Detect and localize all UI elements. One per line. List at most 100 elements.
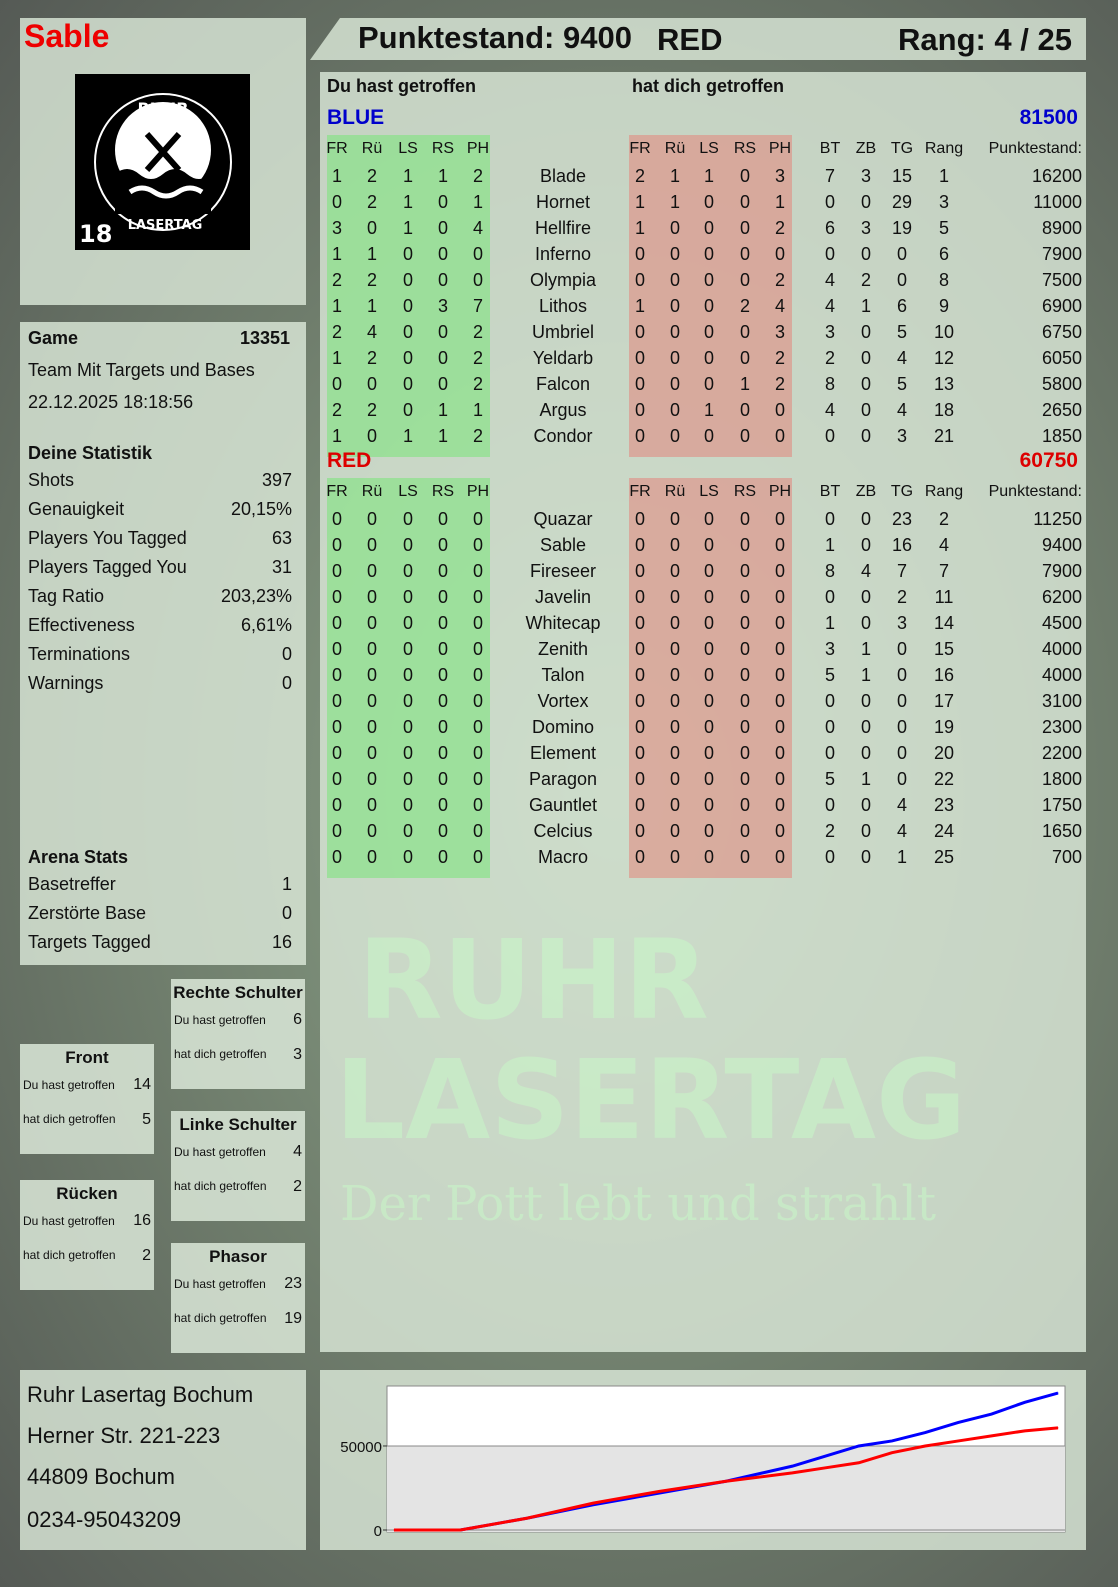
player-row: 0 2 1 0 1 Hornet 1 1 0 0 1 0 0 29 3 11000 (320, 192, 1090, 218)
team-red-name: RED (327, 449, 372, 472)
cell: 0 (366, 561, 377, 581)
cell: 5 (896, 322, 907, 342)
cell: 1 (669, 192, 680, 212)
cell: 0 (824, 743, 835, 763)
player-row: 1 2 0 0 2 Yeldarb 0 0 0 0 2 2 0 4 12 6050 (320, 348, 1090, 374)
data-point (659, 1490, 661, 1492)
cell: 1 (634, 218, 645, 238)
bodypart-box: Phasor Du hast getroffen 23 hat dich getrof… (171, 1243, 305, 1353)
cell: 0 (634, 795, 645, 815)
cell: 0 (437, 691, 448, 711)
cell: 0 (774, 795, 785, 815)
player-row: 2 2 0 0 0 Olympia 0 0 0 0 2 4 2 0 8 7500 (320, 270, 1090, 296)
cell: 0 (402, 613, 413, 633)
cell: 2 (472, 374, 483, 394)
cell: 0 (366, 509, 377, 529)
player-row: 1 0 1 1 2 Condor 0 0 0 0 0 0 0 3 21 1850 (320, 426, 1090, 452)
cell: 2 (824, 348, 835, 368)
cell: 0 (331, 587, 342, 607)
cell: 3 (860, 218, 871, 238)
bodypart-got-label: hat dich getroffen (23, 1112, 116, 1126)
player-name-cell: Zenith (537, 639, 589, 659)
cell: 1 (860, 296, 871, 316)
data-point (459, 1529, 461, 1531)
stat-row: Effectiveness 6,61% (28, 615, 292, 643)
cell: 2 (860, 270, 871, 290)
cell: 4500 (1041, 613, 1082, 633)
cell: 16 (891, 535, 913, 555)
cell: 0 (774, 691, 785, 711)
cell: 0 (634, 639, 645, 659)
cell: 0 (634, 821, 645, 841)
cell: 3 (774, 322, 785, 342)
cell: 0 (703, 847, 714, 867)
cell: 0 (472, 717, 483, 737)
cell: 4 (896, 400, 907, 420)
column-header: Rü (664, 483, 686, 500)
cell: 0 (703, 322, 714, 342)
cell: 0 (669, 348, 680, 368)
cell: 0 (634, 374, 645, 394)
cell: 0 (437, 348, 448, 368)
cell: 0 (860, 192, 871, 212)
column-header: Rü (361, 483, 383, 500)
cell: 2 (366, 166, 377, 186)
player-name-cell: Javelin (534, 587, 592, 607)
cell: 1 (331, 348, 342, 368)
logo: RUHR LASERTAG 18 (75, 74, 250, 250)
cell: 0 (703, 509, 714, 529)
cell: 7500 (1041, 270, 1082, 290)
cell: 0 (774, 509, 785, 529)
svg-text:LASERTAG: LASERTAG (128, 218, 203, 233)
cell: 0 (669, 743, 680, 763)
column-header: TG (890, 140, 914, 157)
cell: 8 (824, 561, 835, 581)
bodypart-got: 19 (284, 1310, 302, 1327)
cell: 0 (739, 535, 750, 555)
cell: 0 (824, 426, 835, 446)
column-header: PH (768, 140, 792, 157)
cell: 0 (437, 218, 448, 238)
player-name-cell: Element (529, 743, 597, 763)
player-name-cell: Olympia (529, 270, 596, 290)
cell: 4 (366, 322, 377, 342)
cell: 0 (437, 509, 448, 529)
cell: 2650 (1041, 400, 1082, 420)
player-row: 0 0 0 0 0 Vortex 0 0 0 0 0 0 0 0 17 3100 (320, 691, 1090, 717)
cell: 0 (703, 795, 714, 815)
column-header: LS (398, 483, 418, 500)
cell: 2 (331, 322, 342, 342)
column-header: FR (629, 140, 651, 157)
data-point (592, 1502, 594, 1504)
stat-label: Players Tagged You (28, 557, 187, 577)
cell: 2 (824, 821, 835, 841)
cell: 0 (437, 847, 448, 867)
player-row: 0 0 0 0 0 Paragon 0 0 0 0 0 5 1 0 22 1800 (320, 769, 1090, 795)
cell: 0 (774, 587, 785, 607)
cell: 23 (933, 795, 955, 815)
cell: 0 (824, 795, 835, 815)
cell: 0 (860, 426, 871, 446)
cell: 0 (437, 665, 448, 685)
player-name-cell: Vortex (537, 691, 589, 711)
cell: 1650 (1041, 821, 1082, 841)
you-hit-band (327, 135, 490, 457)
stat-value: 203,23% (220, 586, 292, 606)
player-row: 0 0 0 0 0 Whitecap 0 0 0 0 0 1 0 3 14 4500 (320, 613, 1090, 639)
cell: 0 (331, 847, 342, 867)
cell: 0 (366, 639, 377, 659)
data-point (991, 1413, 993, 1415)
stat-row: Warnings 0 (28, 673, 292, 701)
bodypart-hit: 23 (284, 1275, 302, 1292)
cell: 14 (933, 613, 955, 633)
stat-label: Genauigkeit (28, 499, 125, 519)
hit-you-band (629, 478, 792, 878)
column-header: PH (466, 483, 490, 500)
column-header: RS (733, 483, 757, 500)
cell: 0 (774, 743, 785, 763)
cell: 8 (938, 270, 949, 290)
cell: 1 (669, 166, 680, 186)
cell: 2 (739, 296, 750, 316)
cell: 7 (896, 561, 907, 581)
stat-label: Shots (28, 470, 75, 490)
